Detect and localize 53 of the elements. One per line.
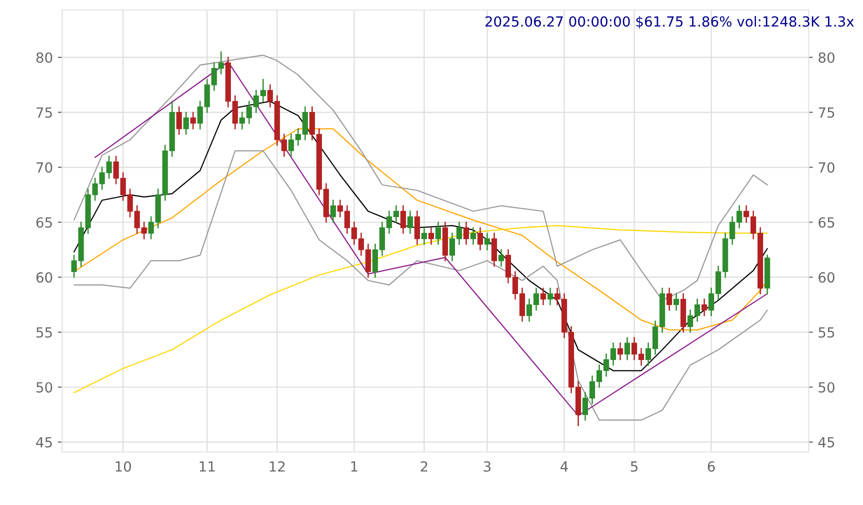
y2-tick-label: 50: [818, 382, 834, 393]
y2-tick-label: 60: [818, 272, 834, 283]
candlestick: [477, 227, 483, 250]
candlestick: [421, 227, 427, 245]
chart-title: 2025.06.27 00:00:00 $61.75 1.86% vol:1248.3K 1.3x: [485, 16, 854, 29]
candlestick: [183, 112, 189, 135]
candlestick: [428, 227, 434, 245]
candlestick: [666, 288, 672, 311]
line-series: [73, 224, 768, 394]
candlestick: [484, 232, 490, 250]
y2-tick-label: 75: [818, 107, 834, 118]
candlestick: [673, 293, 680, 311]
x-tick-label: 4: [560, 461, 568, 472]
candlestick: [463, 222, 469, 245]
x-tick-label: 11: [200, 461, 215, 472]
line-series: [73, 54, 768, 301]
y-tick-label: 65: [36, 217, 52, 228]
candlestick: [190, 112, 196, 130]
y-tick-label: 80: [36, 52, 52, 63]
x-tick-label: 3: [484, 461, 491, 472]
candlestick: [414, 210, 420, 245]
candlestick: [491, 232, 498, 267]
candlestick: [470, 227, 476, 245]
y-tick-label: 50: [36, 382, 52, 393]
candlestick: [617, 342, 624, 360]
x-tick-label: 12: [270, 461, 285, 472]
x-tick-label: 5: [630, 461, 638, 472]
y-tick-label: 55: [36, 327, 52, 338]
candlestick: [498, 249, 504, 267]
candlestick: [407, 210, 413, 234]
candlestick: [435, 222, 441, 245]
candlestick: [540, 288, 546, 306]
y2-tick-label: 65: [818, 217, 834, 228]
y-tick-label: 60: [36, 272, 52, 283]
candlestick: [624, 337, 630, 360]
y2-tick-label: 45: [818, 437, 834, 448]
line-series: [73, 150, 768, 421]
x-tick-label: 6: [708, 461, 715, 472]
candlestick: [547, 288, 554, 306]
candlestick: [330, 200, 336, 223]
candlestick: [701, 298, 708, 316]
x-tick-label: 1: [351, 461, 358, 472]
x-tick-label: 2: [420, 461, 428, 472]
candlestick: [176, 106, 182, 135]
y-tick-label: 75: [36, 107, 52, 118]
line-series: [94, 61, 768, 416]
x-tick-label: 10: [116, 461, 131, 472]
y2-tick-label: 55: [818, 327, 834, 338]
candlestick: [400, 205, 406, 234]
y-tick-label: 70: [36, 162, 52, 173]
y2-tick-label: 80: [818, 52, 834, 63]
y-tick-label: 45: [36, 437, 52, 448]
y2-tick-label: 70: [818, 162, 834, 173]
